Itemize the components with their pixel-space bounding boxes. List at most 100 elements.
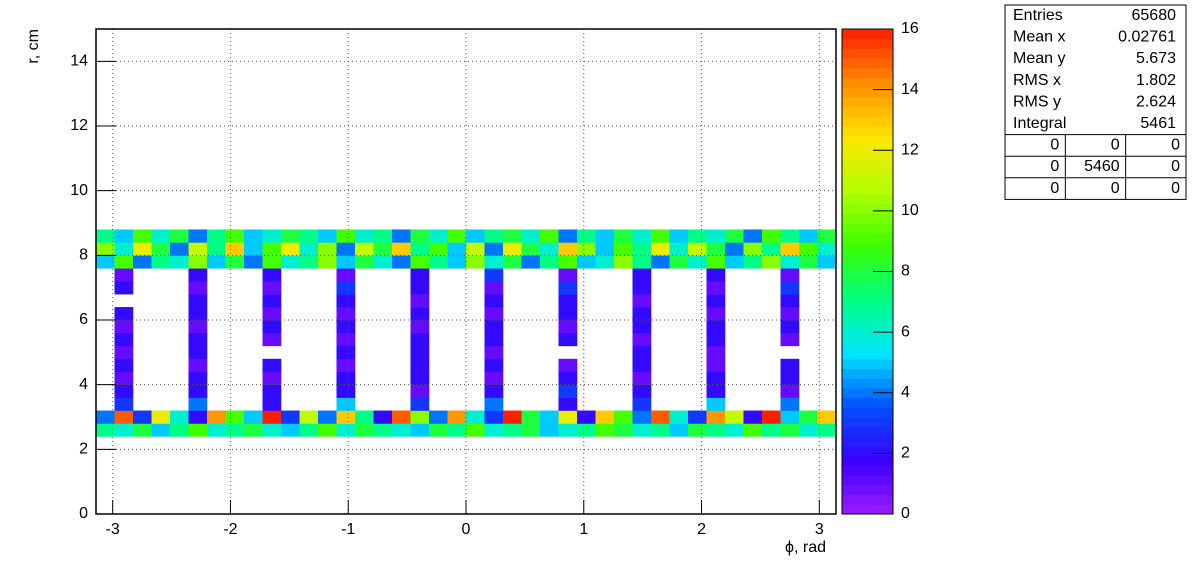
color-band — [842, 504, 893, 515]
cell — [114, 384, 134, 398]
y-tick-label: 2 — [79, 441, 88, 458]
color-band — [842, 252, 893, 263]
color-band — [842, 349, 893, 360]
cell — [96, 410, 115, 424]
cell — [688, 229, 707, 243]
cell — [577, 410, 596, 424]
color-band — [842, 106, 893, 117]
cell — [447, 255, 467, 269]
cell — [373, 255, 393, 269]
cell — [114, 307, 134, 321]
cell — [188, 281, 208, 295]
x-axis-title: ϕ, rad — [785, 539, 826, 556]
cell — [188, 332, 208, 347]
cell — [780, 371, 800, 385]
cell — [392, 229, 411, 243]
cell — [188, 307, 208, 321]
z-tick-label: 10 — [901, 202, 919, 219]
cell — [521, 229, 541, 243]
cell — [706, 320, 726, 334]
cell — [262, 268, 282, 282]
cell — [595, 423, 615, 437]
cell — [336, 242, 356, 256]
cell — [188, 345, 208, 360]
cell — [373, 242, 393, 256]
color-band — [842, 300, 893, 311]
cell — [540, 229, 559, 243]
cell — [817, 242, 837, 256]
cell — [262, 307, 282, 321]
cell — [484, 384, 504, 398]
cell — [780, 423, 800, 437]
grid-value: 0 — [1050, 158, 1059, 175]
cell — [558, 242, 578, 256]
color-band — [842, 465, 893, 476]
cell — [540, 242, 559, 256]
color-band — [842, 96, 893, 108]
color-bar: 0 2 4 6 8 10 12 14 16 — [841, 20, 919, 522]
cell — [503, 229, 522, 243]
cell — [262, 242, 282, 256]
cell — [817, 410, 837, 424]
color-bar-frame — [841, 28, 894, 515]
color-band — [842, 484, 893, 496]
cell — [614, 229, 633, 243]
cell — [521, 242, 541, 256]
cell — [188, 255, 208, 269]
cell — [244, 423, 263, 437]
y-tick-label: 8 — [79, 247, 88, 264]
cell — [281, 242, 300, 256]
cell — [688, 410, 707, 424]
cell — [410, 281, 430, 295]
cell — [577, 423, 596, 437]
cell — [318, 255, 337, 269]
cell — [114, 358, 134, 373]
color-band — [842, 213, 893, 224]
color-band — [842, 436, 893, 447]
cell — [410, 320, 430, 334]
stat-label: Mean y — [1013, 50, 1065, 67]
stat-value: 5461 — [1140, 115, 1176, 132]
cell — [762, 255, 781, 269]
cell — [318, 229, 337, 243]
cell — [410, 410, 430, 424]
cell — [706, 358, 726, 373]
cell — [484, 397, 504, 411]
cell — [725, 410, 744, 424]
cell — [725, 423, 744, 437]
cell — [188, 358, 208, 373]
cell — [780, 268, 800, 282]
cell — [632, 371, 652, 385]
cell — [336, 410, 356, 424]
cell — [632, 358, 652, 373]
cell — [614, 410, 633, 424]
z-tick-label: 8 — [901, 263, 910, 280]
color-band — [842, 58, 893, 69]
cell — [447, 242, 467, 256]
cell — [521, 255, 541, 269]
cell — [484, 294, 504, 308]
color-band — [842, 320, 893, 331]
cell — [96, 229, 115, 243]
y-tick-label: 14 — [70, 53, 88, 70]
color-band — [842, 368, 893, 379]
z-tick-label: 6 — [901, 323, 910, 340]
cell — [762, 423, 781, 437]
grid-value: 0 — [1050, 137, 1059, 154]
stat-value: 2.624 — [1136, 93, 1176, 110]
cell — [558, 384, 578, 398]
cell — [503, 242, 522, 256]
cell — [743, 410, 763, 424]
cell — [595, 255, 615, 269]
z-tick-label: 12 — [901, 141, 919, 158]
cell — [336, 268, 356, 282]
cell — [299, 229, 319, 243]
cell — [410, 371, 430, 385]
cell — [281, 255, 300, 269]
cell — [318, 423, 337, 437]
cell — [114, 371, 134, 385]
cell — [114, 255, 134, 269]
cell — [725, 255, 744, 269]
cell — [688, 255, 707, 269]
